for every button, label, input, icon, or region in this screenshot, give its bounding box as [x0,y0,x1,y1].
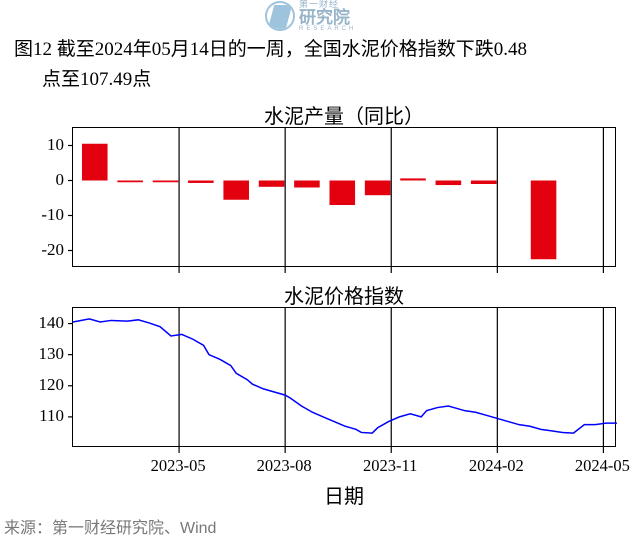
logo-icon [265,1,295,31]
line-chart-svg [73,308,617,448]
xtick: 2024-05 [575,456,630,476]
ytick-top: -10 [14,205,64,225]
ytick-bottom: 140 [14,313,64,333]
xtick: 2024-02 [469,456,524,476]
caption-line-2: 点至107.49点 [14,65,626,95]
logo-big: 研究院 [299,9,356,26]
logo-sub: RESEARCH [299,26,356,32]
watermark-logo: 第一财经 研究院 RESEARCH [265,0,356,32]
caption-line-1: 图12 截至2024年05月14日的一周，全国水泥价格指数下跌0.48 [14,35,626,65]
bar-chart [72,127,616,267]
chart-title-bottom: 水泥价格指数 [72,280,616,309]
ytick-bottom: 130 [14,344,64,364]
ytick-top: -20 [14,240,64,260]
chart-title-top: 水泥产量（同比） [72,100,616,129]
ytick-top: 10 [14,135,64,155]
ytick-bottom: 110 [14,406,64,426]
figure-caption: 图12 截至2024年05月14日的一周，全国水泥价格指数下跌0.48 点至10… [14,35,626,96]
ytick-top: 0 [14,170,64,190]
source-text: 来源：第一财经研究院、Wind [4,514,216,538]
xtick: 2023-05 [151,456,206,476]
x-axis-title: 日期 [72,480,616,509]
xtick: 2023-11 [363,456,417,476]
bar-chart-svg [73,128,617,268]
ytick-bottom: 120 [14,375,64,395]
line-chart [72,307,616,447]
xtick: 2023-08 [257,456,312,476]
